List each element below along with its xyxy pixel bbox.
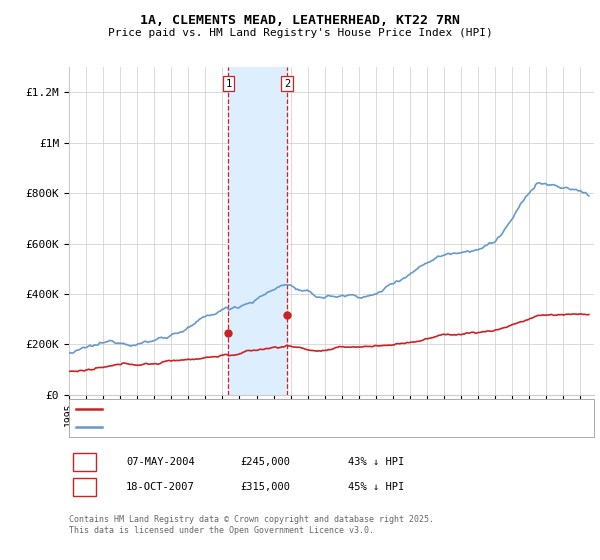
- Text: 1A, CLEMENTS MEAD, LEATHERHEAD, KT22 7RN (detached house): 1A, CLEMENTS MEAD, LEATHERHEAD, KT22 7RN…: [106, 404, 441, 414]
- Text: Price paid vs. HM Land Registry's House Price Index (HPI): Price paid vs. HM Land Registry's House …: [107, 28, 493, 38]
- Text: 45% ↓ HPI: 45% ↓ HPI: [348, 482, 404, 492]
- Text: Contains HM Land Registry data © Crown copyright and database right 2025.
This d: Contains HM Land Registry data © Crown c…: [69, 515, 434, 535]
- Text: 1: 1: [225, 78, 232, 88]
- Text: 2: 2: [284, 78, 290, 88]
- Bar: [229, 67, 287, 395]
- Text: 07-MAY-2004: 07-MAY-2004: [126, 457, 195, 467]
- Text: 2: 2: [81, 482, 88, 492]
- Text: £315,000: £315,000: [240, 482, 290, 492]
- Text: £245,000: £245,000: [240, 457, 290, 467]
- Text: 1: 1: [81, 457, 88, 467]
- Text: 1A, CLEMENTS MEAD, LEATHERHEAD, KT22 7RN: 1A, CLEMENTS MEAD, LEATHERHEAD, KT22 7RN: [140, 14, 460, 27]
- Text: HPI: Average price, detached house, Mole Valley: HPI: Average price, detached house, Mole…: [106, 422, 382, 432]
- Text: 43% ↓ HPI: 43% ↓ HPI: [348, 457, 404, 467]
- Text: 18-OCT-2007: 18-OCT-2007: [126, 482, 195, 492]
